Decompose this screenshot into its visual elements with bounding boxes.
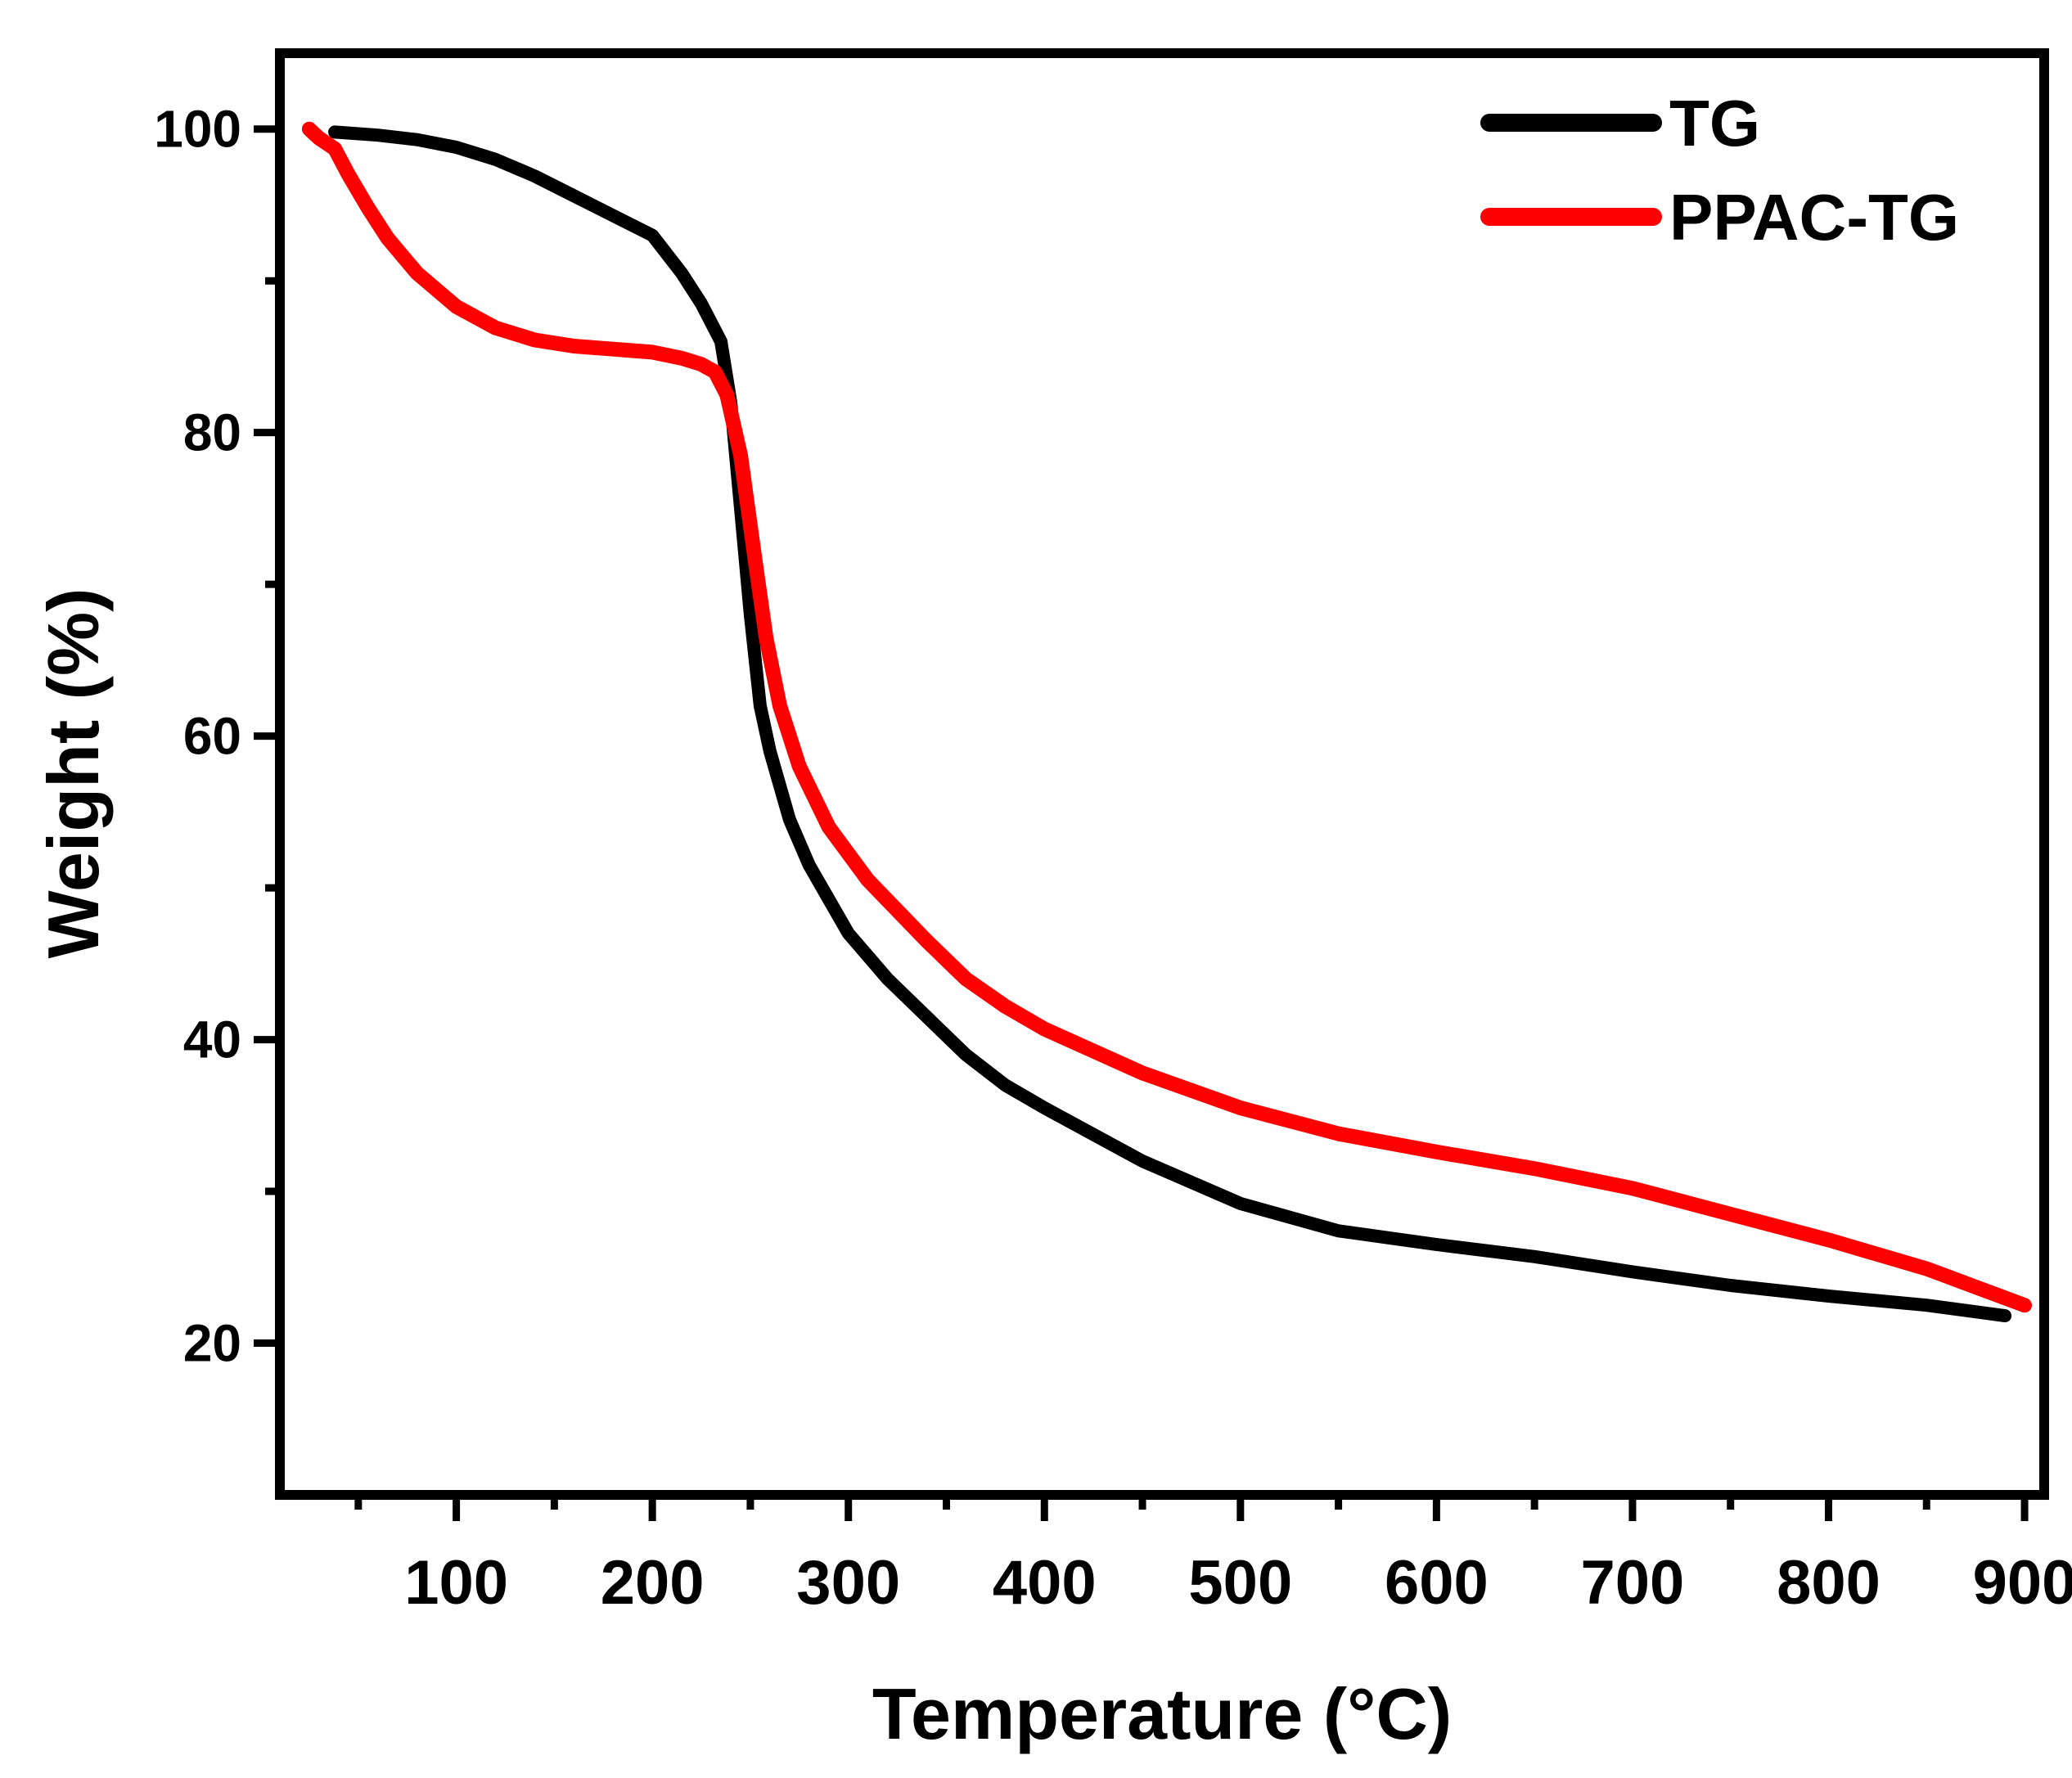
legend: TG PPAC-TG [1480, 87, 1959, 254]
x-tick-label: 700 [1581, 1548, 1685, 1618]
x-axis-title: Temperature (°C) [872, 1673, 1452, 1754]
y-tick-label: 40 [183, 1011, 241, 1069]
x-axis-tick-labels: 100 200 300 400 500 600 700 800 900 [404, 1548, 2072, 1618]
x-tick-label: 800 [1777, 1548, 1881, 1618]
x-tick-label: 600 [1385, 1548, 1489, 1618]
plot-frame [275, 48, 2049, 1500]
x-tick-label: 100 [404, 1548, 508, 1618]
x-tick-label: 300 [796, 1548, 900, 1618]
x-tick-label: 900 [1973, 1548, 2072, 1618]
legend-label-ppac-tg: PPAC-TG [1669, 181, 1959, 254]
legend-label-tg: TG [1669, 87, 1760, 160]
series-layer [301, 121, 2032, 1323]
y-axis-title: Weight (%) [33, 588, 114, 959]
y-tick-label: 20 [183, 1314, 241, 1373]
y-tick-label: 80 [183, 403, 241, 462]
series-line-ppac-tg [301, 121, 2032, 1313]
y-tick-label: 100 [154, 100, 241, 159]
y-axis-tick-labels: 20 40 60 80 100 [154, 100, 241, 1373]
x-tick-label: 500 [1188, 1548, 1292, 1618]
y-axis-ticks [254, 125, 280, 1348]
x-tick-label: 400 [993, 1548, 1097, 1618]
series-line-tg [328, 125, 2012, 1323]
y-tick-label: 60 [183, 707, 241, 766]
x-axis-ticks [354, 1495, 2029, 1521]
x-tick-label: 200 [601, 1548, 705, 1618]
